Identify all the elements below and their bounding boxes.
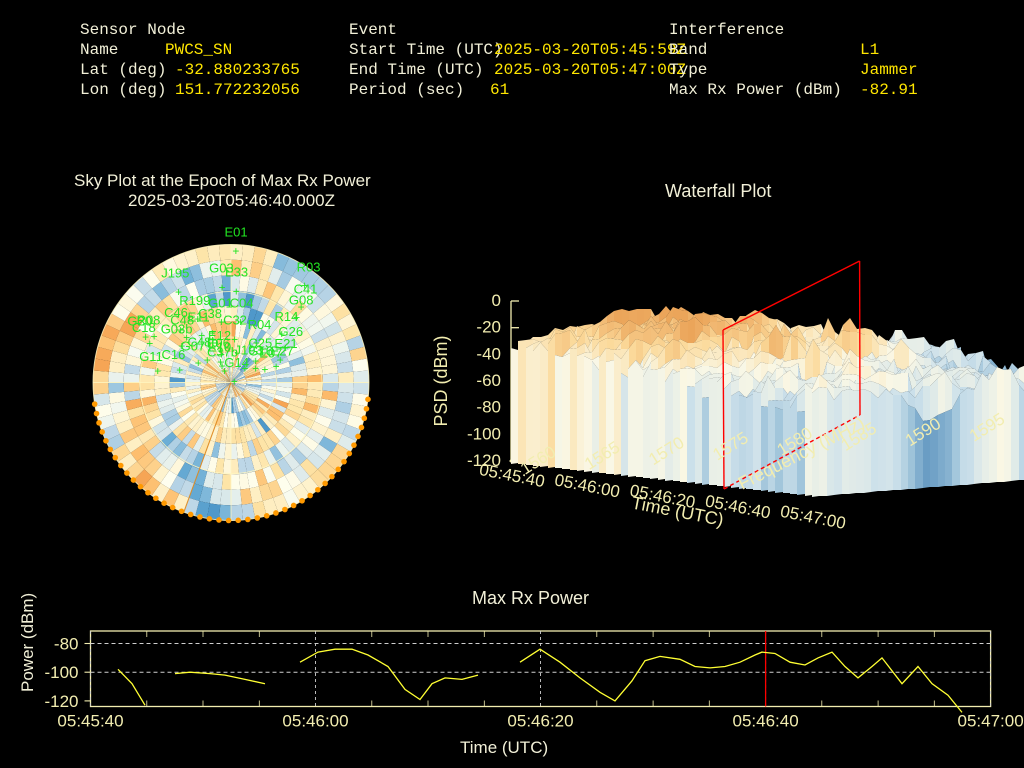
svg-text:G26: G26 xyxy=(279,324,304,339)
svg-text:E33: E33 xyxy=(225,264,248,279)
svg-text:G08: G08 xyxy=(289,293,314,308)
svg-text:+: + xyxy=(176,363,183,377)
svg-text:E11: E11 xyxy=(188,310,210,325)
svg-text:J195: J195 xyxy=(161,266,189,281)
svg-text:G11: G11 xyxy=(139,349,163,364)
svg-text:C32: C32 xyxy=(223,313,247,328)
svg-text:R04: R04 xyxy=(248,317,272,332)
svg-text:C25: C25 xyxy=(248,336,272,351)
svg-text:+: + xyxy=(154,364,161,378)
svg-text:R14: R14 xyxy=(274,309,298,324)
svg-text:R03: R03 xyxy=(297,260,321,275)
svg-text:+: + xyxy=(231,374,238,388)
svg-text:E10: E10 xyxy=(208,339,231,354)
svg-text:C04: C04 xyxy=(230,295,254,310)
svg-text:+: + xyxy=(261,362,268,376)
svg-text:+: + xyxy=(232,244,239,258)
svg-text:G20: G20 xyxy=(127,314,152,329)
svg-text:E01: E01 xyxy=(225,224,248,239)
svg-text:+: + xyxy=(218,280,225,294)
svg-text:G14: G14 xyxy=(224,355,249,370)
svg-text:+: + xyxy=(195,356,202,370)
